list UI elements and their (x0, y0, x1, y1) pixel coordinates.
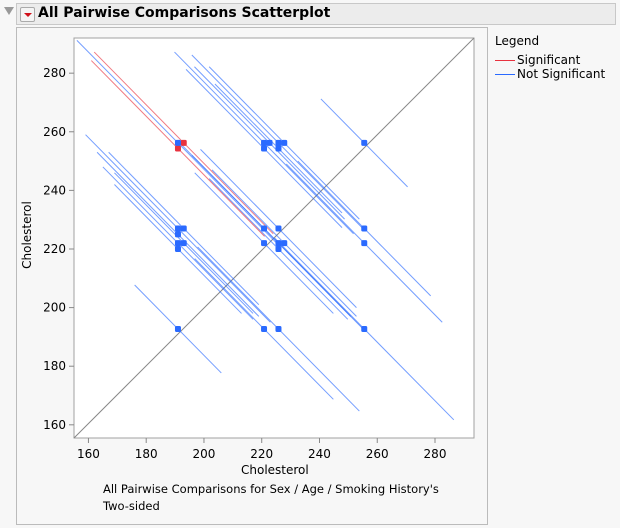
y-tick-label: 180 (43, 359, 66, 373)
legend-swatch (495, 73, 515, 75)
x-tick-label: 240 (308, 447, 331, 461)
data-point (174, 240, 181, 247)
legend-item-significant: Significant (495, 53, 580, 67)
data-point (261, 325, 268, 332)
y-tick-label: 280 (43, 66, 66, 80)
y-tick-label: 260 (43, 125, 66, 139)
data-point (281, 240, 288, 247)
data-point (275, 225, 282, 232)
x-tick-label: 280 (424, 447, 447, 461)
data-point (361, 139, 368, 146)
significant-point (180, 139, 187, 146)
data-point (281, 139, 288, 146)
y-tick-label: 220 (43, 242, 66, 256)
x-tick-label: 180 (135, 447, 158, 461)
data-point (174, 325, 181, 332)
data-point (361, 240, 368, 247)
report-header: All Pairwise Comparisons Scatterplot (16, 3, 616, 25)
data-point (174, 139, 181, 146)
data-point (180, 240, 187, 247)
plot-caption: All Pairwise Comparisons for Sex / Age /… (103, 482, 439, 513)
data-point (275, 139, 282, 146)
data-point (275, 325, 282, 332)
x-tick-label: 200 (193, 447, 216, 461)
significant-point (174, 145, 181, 152)
legend-item-not-significant: Not Significant (495, 67, 605, 81)
data-point (275, 145, 282, 152)
x-tick-label: 160 (77, 447, 100, 461)
y-tick-label: 160 (43, 418, 66, 432)
data-point (261, 145, 268, 152)
data-point (261, 240, 268, 247)
report-title: All Pairwise Comparisons Scatterplot (38, 5, 331, 21)
x-axis-label: Cholesterol (241, 463, 309, 477)
collapse-triangle-icon[interactable] (4, 7, 14, 15)
data-point (174, 231, 181, 238)
legend-title: Legend (495, 34, 540, 48)
legend-swatch (495, 59, 515, 61)
data-point (266, 139, 273, 146)
data-point (275, 240, 282, 247)
legend-label: Not Significant (517, 67, 606, 81)
y-tick-label: 200 (43, 301, 66, 315)
y-tick-label: 240 (43, 183, 66, 197)
data-point (180, 225, 187, 232)
data-point (275, 245, 282, 252)
data-point (361, 225, 368, 232)
x-tick-label: 220 (250, 447, 273, 461)
legend-label: Significant (517, 53, 581, 67)
data-point (361, 325, 368, 332)
red-triangle-menu-button[interactable] (20, 7, 35, 22)
x-tick-label: 260 (366, 447, 389, 461)
data-point (174, 225, 181, 232)
data-point (174, 245, 181, 252)
y-axis-label: Cholesterol (19, 201, 34, 269)
data-point (261, 225, 268, 232)
data-point (261, 139, 268, 146)
